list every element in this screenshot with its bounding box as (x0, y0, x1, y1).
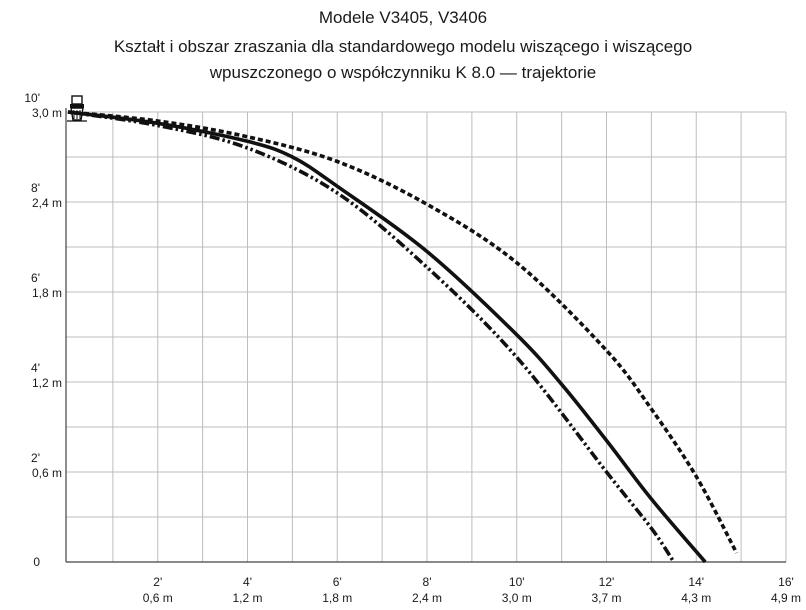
x-tick-label-m: 4,9 m (771, 591, 801, 605)
trajectory-line-dash-dot-dot (67, 110, 676, 563)
y-tick-label-ft: 4' (31, 361, 40, 375)
x-tick-label-m: 1,2 m (232, 591, 262, 605)
series-group (67, 110, 739, 564)
x-tick-label-m: 1,8 m (322, 591, 352, 605)
y-tick-label-m: 0,6 m (32, 466, 62, 480)
y-tick-label-m: 3,0 m (32, 106, 62, 120)
y-tick-label-ft: 2' (31, 451, 40, 465)
trajectory-line-solid (67, 110, 707, 564)
x-tick-label-ft: 14' (688, 575, 704, 589)
x-tick-label-ft: 16' (778, 575, 794, 589)
x-tick-label-ft: 2' (153, 575, 162, 589)
chart-title-line-3: wpuszczonego o współczynniku K 8.0 — tra… (209, 63, 597, 82)
sprinkler-head-icon (67, 95, 87, 122)
x-tick-label-ft: 10' (509, 575, 525, 589)
y-tick-label-ft: 10' (24, 91, 40, 105)
x-tick-label-m: 2,4 m (412, 591, 442, 605)
x-tick-label-m: 3,7 m (591, 591, 621, 605)
y-tick-label-ft: 0 (33, 555, 40, 569)
y-tick-labels: 0 2'0,6 m 4'1,2 m 6'1,8 m 8'2,4 m 10'3,0 m (24, 91, 62, 569)
x-tick-label-m: 0,6 m (143, 591, 173, 605)
x-tick-label-m: 4,3 m (681, 591, 711, 605)
x-tick-labels: 2' 0,6 m 4' 1,2 m 6' 1,8 m 8' 2,4 m 10' 3,0 m 12' 3… (143, 575, 801, 605)
trajectory-line-dotted (67, 110, 739, 554)
grid (66, 111, 787, 562)
x-tick-label-ft: 4' (243, 575, 252, 589)
y-tick-label-m: 2,4 m (32, 196, 62, 210)
x-tick-label-ft: 12' (599, 575, 615, 589)
y-tick-label-m: 1,2 m (32, 376, 62, 390)
y-tick-label-ft: 6' (31, 271, 40, 285)
y-tick-label-ft: 8' (31, 181, 40, 195)
y-tick-label-m: 1,8 m (32, 286, 62, 300)
x-tick-label-ft: 6' (333, 575, 342, 589)
chart-title-line-1: Modele V3405, V3406 (318, 8, 488, 27)
chart-title-line-2: Kształt i obszar zraszania dla standardo… (113, 37, 693, 56)
x-tick-label-m: 3,0 m (502, 591, 532, 605)
axes (65, 108, 786, 563)
x-tick-label-ft: 8' (423, 575, 432, 589)
